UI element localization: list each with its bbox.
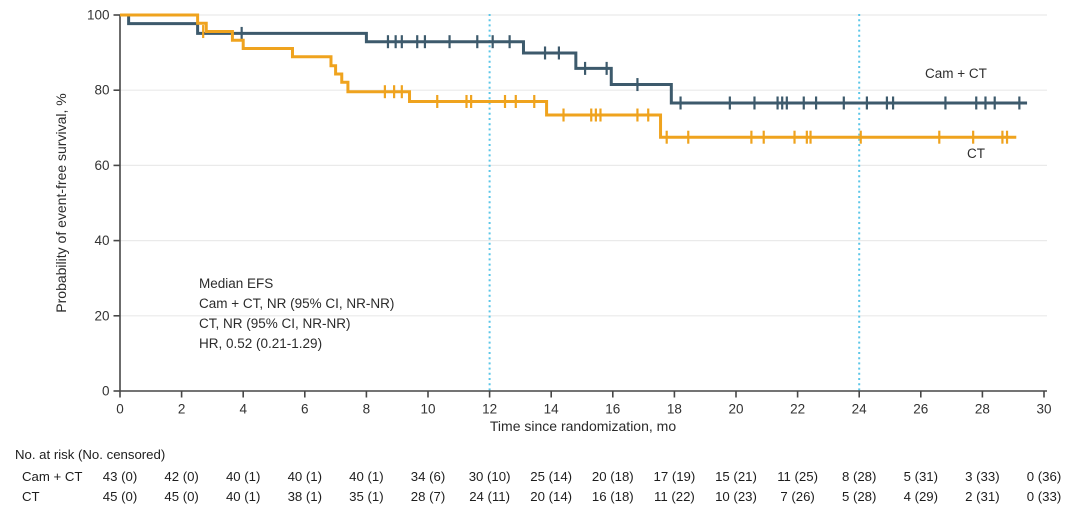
x-tick-label: 24 — [852, 402, 868, 417]
y-tick-label: 0 — [102, 384, 110, 399]
curve-label-camct: Cam + CT — [925, 66, 987, 81]
risk-cell: 34 (6) — [410, 469, 446, 484]
median-efs-annotation: Median EFS Cam + CT, NR (95% CI, NR-NR) … — [199, 274, 394, 354]
annotation-line-camct: Cam + CT, NR (95% CI, NR-NR) — [199, 296, 395, 311]
risk-cell: 16 (18) — [591, 489, 634, 504]
risk-cell: 10 (23) — [715, 489, 757, 504]
risk-cell: 25 (14) — [530, 469, 573, 484]
risk-cell: 40 (1) — [349, 469, 384, 484]
risk-cell: 0 (33) — [1026, 489, 1062, 504]
curve-label-ct: CT — [967, 146, 985, 161]
x-tick-label: 30 — [1036, 402, 1051, 417]
x-tick-label: 2 — [178, 402, 186, 417]
x-tick-label: 8 — [363, 402, 371, 417]
y-tick-label: 60 — [94, 158, 109, 173]
risk-cell: 5 (28) — [841, 489, 877, 504]
risk-row-label-camct: Cam + CT — [22, 469, 83, 484]
x-axis-label: Time since randomization, mo — [490, 418, 676, 434]
risk-cell: 4 (29) — [903, 489, 939, 504]
risk-cell: 5 (31) — [903, 469, 939, 484]
y-tick-label: 80 — [94, 83, 109, 98]
annotation-line-ct: CT, NR (95% CI, NR-NR) — [199, 316, 351, 331]
risk-cell: 40 (1) — [225, 489, 261, 504]
x-tick-label: 28 — [975, 402, 990, 417]
risk-cell: 24 (11) — [469, 489, 510, 504]
x-tick-label: 0 — [116, 402, 124, 417]
risk-table-header: No. at risk (No. censored) — [15, 447, 166, 462]
risk-cell: 2 (31) — [965, 489, 1000, 504]
x-tick-label: 16 — [605, 402, 620, 417]
risk-cell: 35 (1) — [349, 489, 384, 504]
risk-cell: 20 (18) — [591, 469, 634, 484]
annotation-line-hr: HR, 0.52 (0.21-1.29) — [199, 336, 323, 351]
risk-cell: 45 (0) — [102, 489, 138, 504]
x-tick-label: 12 — [482, 402, 497, 417]
risk-cell: 3 (33) — [965, 469, 1000, 484]
risk-cell: 43 (0) — [102, 469, 138, 484]
x-tick-label: 18 — [667, 402, 682, 417]
risk-cell: 20 (14) — [530, 489, 573, 504]
x-tick-label: 20 — [728, 402, 743, 417]
survival-curve-camct — [120, 13, 1028, 105]
y-tick-label: 20 — [94, 308, 109, 323]
risk-cell: 40 (1) — [287, 469, 323, 484]
reference-lines — [488, 14, 861, 391]
x-tick-label: 22 — [790, 402, 805, 417]
risk-cell: 15 (21) — [715, 469, 757, 484]
risk-cell: 30 (10) — [468, 469, 511, 484]
y-tick-label: 40 — [94, 233, 109, 248]
survival-curves — [120, 13, 1028, 144]
risk-cell: 28 (7) — [410, 489, 446, 504]
risk-cell: 45 (0) — [164, 489, 199, 504]
x-tick-label: 26 — [913, 402, 928, 417]
risk-cell: 8 (28) — [841, 469, 877, 484]
x-tick-label: 4 — [239, 402, 247, 417]
risk-cell: 11 (25) — [777, 469, 818, 484]
survival-curve-ct — [120, 13, 1017, 139]
risk-cell: 11 (22) — [653, 489, 695, 504]
risk-cell: 40 (1) — [225, 469, 261, 484]
risk-cell: 7 (26) — [780, 489, 815, 504]
x-tick-label: 10 — [420, 402, 435, 417]
annotation-line-title: Median EFS — [199, 276, 274, 291]
risk-cell: 38 (1) — [287, 489, 323, 504]
y-tick-label: 100 — [87, 8, 110, 23]
risk-cell: 42 (0) — [164, 469, 199, 484]
y-axis-label: Probability of event-free survival, % — [53, 93, 69, 312]
risk-cell: 0 (36) — [1026, 469, 1062, 484]
risk-row-label-ct: CT — [22, 489, 40, 504]
gridlines — [120, 14, 1047, 317]
x-tick-label: 6 — [301, 402, 309, 417]
risk-cell: 17 (19) — [653, 469, 696, 484]
x-tick-label: 14 — [544, 402, 560, 417]
